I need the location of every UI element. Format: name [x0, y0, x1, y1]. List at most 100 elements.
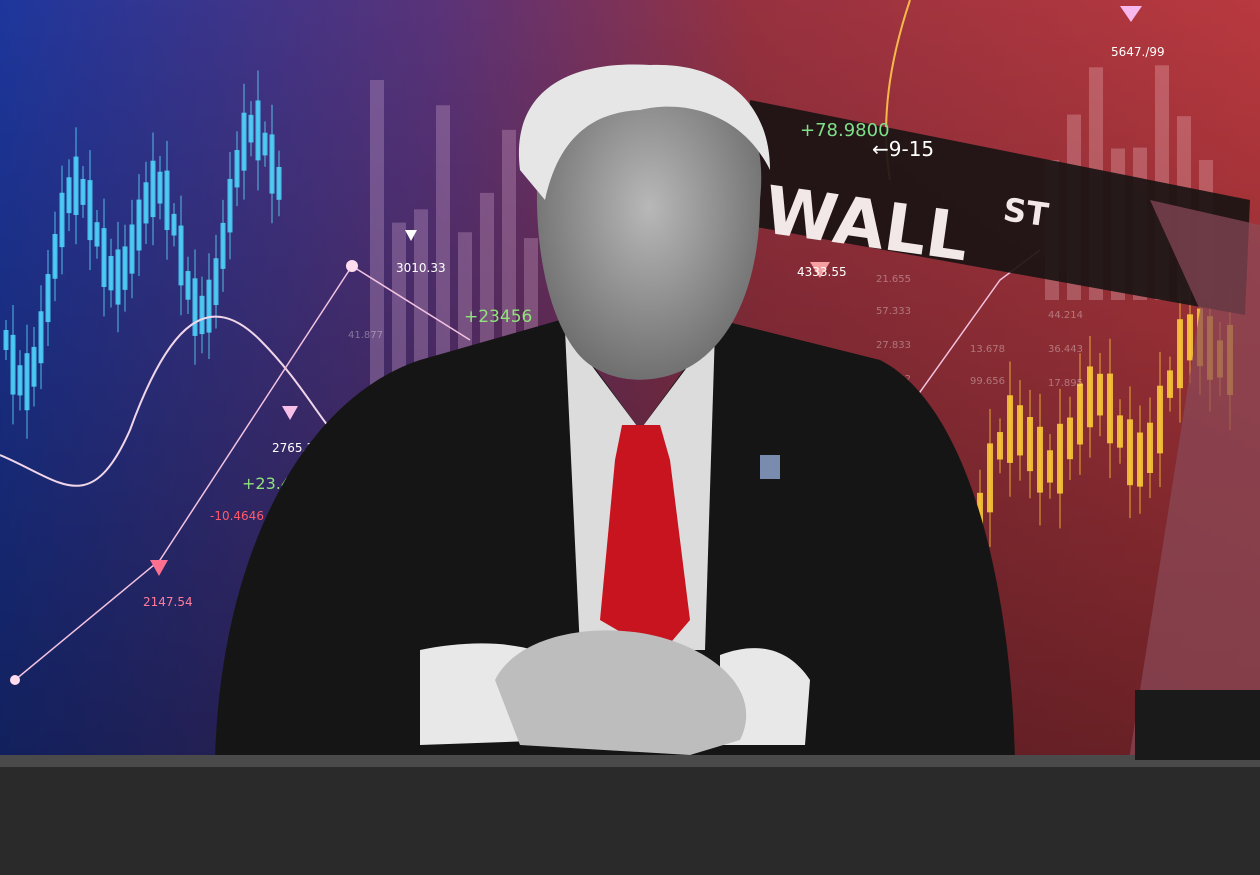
sign-direction: ←9-15: [872, 137, 934, 161]
candle: [31, 346, 37, 387]
candle: [1117, 415, 1123, 448]
candle: [276, 166, 282, 200]
candle: [206, 279, 212, 333]
marker: [810, 262, 830, 278]
point: [10, 675, 20, 685]
candle: [1027, 417, 1033, 472]
lapel-pin: [760, 455, 780, 479]
candle: [213, 258, 219, 306]
overlay-label: +23456: [464, 307, 532, 327]
candle: [1077, 383, 1083, 445]
candle: [45, 274, 51, 323]
candle: [171, 213, 177, 236]
candle: [997, 432, 1003, 460]
candle: [241, 112, 247, 171]
candle: [248, 114, 254, 143]
candle: [227, 178, 233, 233]
candle: [122, 246, 128, 290]
candle: [143, 182, 149, 224]
candle: [1187, 314, 1193, 361]
candle: [220, 222, 226, 269]
faint-number: 36.443: [1048, 344, 1083, 355]
desk-object: [1135, 690, 1260, 760]
candle: [1147, 422, 1153, 473]
candle: [150, 160, 156, 218]
hands: [495, 630, 747, 755]
candle: [108, 255, 114, 291]
candle: [87, 180, 93, 241]
tie: [600, 425, 690, 655]
candle: [1067, 417, 1073, 460]
candle: [269, 134, 275, 194]
candle: [94, 222, 100, 247]
candle: [178, 225, 184, 286]
candle: [115, 249, 121, 305]
candle: [436, 105, 450, 420]
candle: [1097, 373, 1103, 416]
candle: [73, 156, 79, 216]
candle: [1047, 450, 1053, 483]
candle: [136, 199, 142, 251]
sign-ticker: +78.9800: [800, 120, 890, 141]
overlay-label: 5647./99: [1111, 45, 1165, 59]
candle: [1177, 319, 1183, 389]
curve-line: [0, 315, 341, 487]
candle: [1157, 385, 1163, 454]
faint-number: 27.833: [876, 340, 911, 351]
sign-suffix: ST: [1001, 190, 1051, 234]
overlay-label: 2147.54: [143, 595, 193, 609]
candle: [38, 311, 44, 364]
desk: [0, 755, 1260, 875]
candle: [10, 334, 16, 395]
desk-edge: [0, 755, 1260, 767]
marker: [150, 560, 168, 576]
candle: [234, 150, 240, 188]
candle: [129, 224, 135, 274]
candle: [80, 178, 86, 205]
head: [536, 66, 762, 380]
faint-number: 44.214: [1048, 310, 1083, 321]
faint-number: 99.656: [970, 376, 1005, 387]
candle: [1107, 373, 1113, 444]
candle: [262, 132, 268, 156]
candle: [52, 234, 58, 279]
marker: [405, 230, 417, 241]
candle: [1007, 395, 1013, 463]
trend-line: [14, 264, 471, 681]
candle: [192, 278, 198, 336]
candle: [157, 171, 163, 204]
street-sign: [745, 100, 1250, 315]
candle: [1127, 419, 1133, 486]
candle: [1087, 366, 1093, 428]
candle: [1137, 432, 1143, 487]
marker: [282, 406, 298, 420]
point: [346, 260, 358, 272]
candle: [370, 80, 384, 420]
candle: [987, 443, 993, 513]
candle: [24, 353, 30, 411]
candle: [1057, 423, 1063, 494]
candle: [17, 365, 23, 396]
candle: [199, 295, 205, 335]
candle: [3, 330, 9, 350]
overlay-label: -10.4646: [210, 509, 264, 523]
faint-number: 57.333: [876, 306, 911, 317]
faint-number: 17.895: [1048, 378, 1083, 389]
candle: [255, 100, 261, 161]
candle: [1037, 426, 1043, 493]
candle: [59, 192, 65, 248]
overlay-label: 4333.55: [797, 265, 847, 279]
hair: [518, 64, 770, 200]
candle: [66, 177, 72, 214]
candle: [185, 271, 191, 300]
candle: [101, 228, 107, 287]
candle: [164, 170, 170, 231]
marker: [1120, 6, 1142, 22]
person: [215, 64, 1015, 760]
faint-number: 21.655: [876, 274, 911, 285]
faint-number: 13.678: [970, 344, 1005, 355]
candle: [1017, 405, 1023, 456]
overlay-label: 3010.33: [396, 261, 446, 275]
